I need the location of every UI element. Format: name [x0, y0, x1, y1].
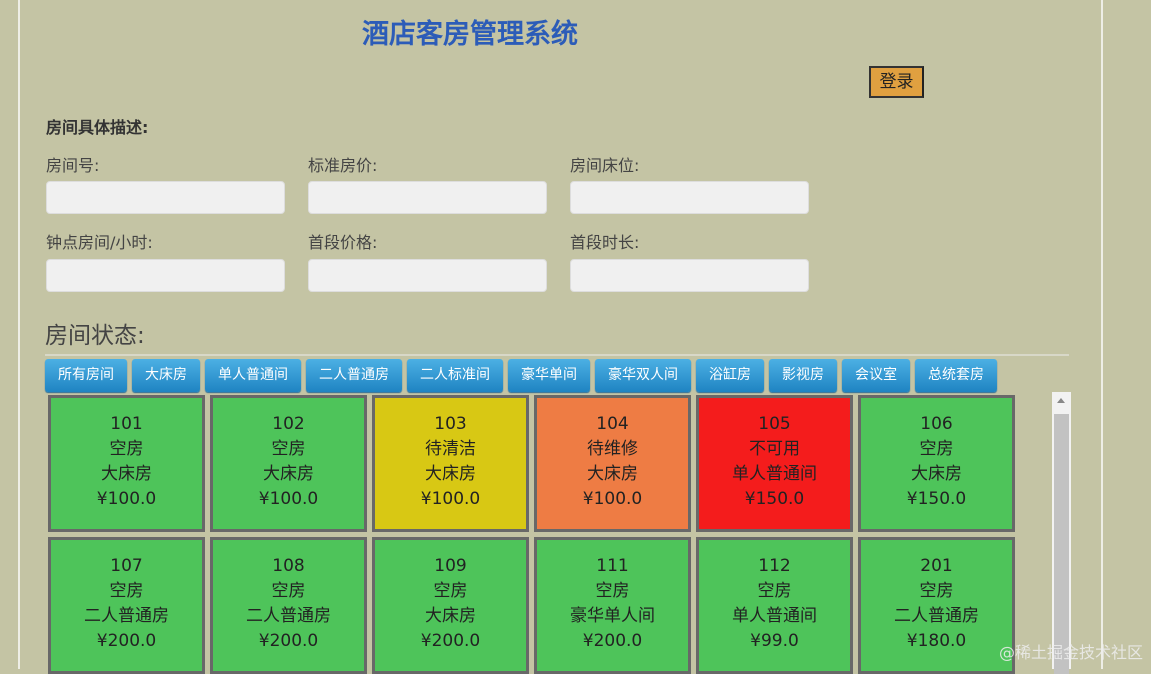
- room-number: 106: [920, 414, 953, 434]
- room-card[interactable]: 104 待维修大床房 ¥100.0: [534, 395, 691, 532]
- room-number: 108: [272, 556, 305, 576]
- room-type-tabs: 所有房间 大床房 单人普通间 二人普通房 二人标准间 豪华单间 豪华双人间 浴缸房 影视房 会议室…: [45, 359, 997, 392]
- bed-count-input[interactable]: [570, 181, 809, 214]
- room-type: 二人普通房: [246, 606, 331, 626]
- room-number: 103: [434, 414, 467, 434]
- room-status-heading: 房间状态:: [45, 323, 145, 349]
- tab-room-type[interactable]: 大床房: [132, 359, 200, 392]
- standard-price-input[interactable]: [308, 181, 547, 214]
- room-price: ¥100.0: [420, 489, 481, 509]
- room-price: ¥180.0: [906, 631, 967, 651]
- room-type: 大床房: [101, 464, 152, 484]
- room-type: 大床房: [587, 464, 638, 484]
- room-type: 大床房: [425, 464, 476, 484]
- room-type: 豪华单人间: [570, 606, 655, 626]
- room-number: 104: [596, 414, 629, 434]
- room-status: 待清洁: [425, 439, 476, 459]
- divider: [45, 354, 1069, 356]
- room-type: 大床房: [911, 464, 962, 484]
- room-price: ¥200.0: [420, 631, 481, 651]
- room-status: 空房: [595, 581, 630, 601]
- scrollbar-thumb[interactable]: [1054, 414, 1069, 674]
- room-card[interactable]: 109 空房大床房 ¥200.0: [372, 537, 529, 674]
- room-number: 102: [272, 414, 305, 434]
- room-card[interactable]: 201 空房二人普通房 ¥180.0: [858, 537, 1015, 674]
- hourly-room-input[interactable]: [46, 259, 285, 292]
- standard-price-label: 标准房价:: [308, 156, 378, 175]
- room-price: ¥200.0: [96, 631, 157, 651]
- watermark: @稀土掘金技术社区: [998, 643, 1143, 662]
- tab-room-type[interactable]: 二人普通房: [306, 359, 402, 392]
- room-card[interactable]: 105 不可用单人普通间 ¥150.0: [696, 395, 853, 532]
- room-status: 不可用: [749, 439, 800, 459]
- room-number: 109: [434, 556, 467, 576]
- first-period-duration-input[interactable]: [570, 259, 809, 292]
- first-period-price-input[interactable]: [308, 259, 547, 292]
- tab-room-type[interactable]: 所有房间: [45, 359, 127, 392]
- room-card[interactable]: 107 空房二人普通房 ¥200.0: [48, 537, 205, 674]
- room-status: 空房: [271, 439, 306, 459]
- tab-room-type[interactable]: 会议室: [842, 359, 910, 392]
- login-button[interactable]: 登录: [869, 66, 924, 98]
- room-price: ¥200.0: [582, 631, 643, 651]
- room-status: 空房: [109, 439, 144, 459]
- hourly-room-label: 钟点房间/小时:: [46, 233, 153, 252]
- bed-count-label: 房间床位:: [570, 156, 640, 175]
- room-number: 201: [920, 556, 953, 576]
- room-number: 111: [596, 556, 629, 576]
- first-period-price-label: 首段价格:: [308, 233, 378, 252]
- room-number: 101: [110, 414, 143, 434]
- tab-room-type[interactable]: 总统套房: [915, 359, 997, 392]
- room-card[interactable]: 108 空房二人普通房 ¥200.0: [210, 537, 367, 674]
- room-card[interactable]: 106 空房大床房 ¥150.0: [858, 395, 1015, 532]
- room-type: 大床房: [425, 606, 476, 626]
- room-status: 空房: [757, 581, 792, 601]
- room-price: ¥100.0: [96, 489, 157, 509]
- room-number: 112: [758, 556, 791, 576]
- room-card[interactable]: 112 空房单人普通间 ¥99.0: [696, 537, 853, 674]
- room-card[interactable]: 101 空房大床房 ¥100.0: [48, 395, 205, 532]
- page-title: 酒店客房管理系统: [362, 19, 578, 50]
- tab-room-type[interactable]: 豪华双人间: [595, 359, 691, 392]
- room-status: 空房: [919, 439, 954, 459]
- page-border-left: [18, 0, 20, 669]
- tab-room-type[interactable]: 单人普通间: [205, 359, 301, 392]
- room-number-input[interactable]: [46, 181, 285, 214]
- room-card[interactable]: 103 待清洁大床房 ¥100.0: [372, 395, 529, 532]
- room-type: 二人普通房: [894, 606, 979, 626]
- room-grid: 101 空房 大床房 ¥100.0 102 空房 大床房 ¥100.0 103 待清洁 大床房 ¥10…: [48, 395, 1018, 674]
- room-number: 105: [758, 414, 791, 434]
- room-price: ¥100.0: [258, 489, 319, 509]
- room-status: 待维修: [587, 439, 638, 459]
- room-price: ¥100.0: [582, 489, 643, 509]
- room-status: 空房: [271, 581, 306, 601]
- room-price: ¥150.0: [744, 489, 805, 509]
- tab-room-type[interactable]: 二人标准间: [407, 359, 503, 392]
- scrollbar[interactable]: [1052, 392, 1071, 674]
- room-card[interactable]: 102 空房大床房 ¥100.0: [210, 395, 367, 532]
- room-status: 空房: [109, 581, 144, 601]
- tab-room-type[interactable]: 豪华单间: [508, 359, 590, 392]
- room-price: ¥200.0: [258, 631, 319, 651]
- room-number-label: 房间号:: [46, 156, 100, 175]
- room-status: 空房: [919, 581, 954, 601]
- room-type: 单人普通间: [732, 606, 817, 626]
- tab-room-type[interactable]: 浴缸房: [696, 359, 764, 392]
- page-border-right: [1101, 0, 1103, 669]
- room-number: 107: [110, 556, 143, 576]
- room-type: 大床房: [263, 464, 314, 484]
- room-card[interactable]: 111 空房豪华单人间 ¥200.0: [534, 537, 691, 674]
- room-type: 单人普通间: [732, 464, 817, 484]
- room-price: ¥150.0: [906, 489, 967, 509]
- tab-room-type[interactable]: 影视房: [769, 359, 837, 392]
- room-status: 空房: [433, 581, 468, 601]
- room-type: 二人普通房: [84, 606, 169, 626]
- room-price: ¥99.0: [750, 631, 799, 651]
- scroll-up-arrow-icon[interactable]: [1057, 398, 1065, 403]
- room-description-heading: 房间具体描述:: [46, 118, 149, 137]
- first-period-duration-label: 首段时长:: [570, 233, 640, 252]
